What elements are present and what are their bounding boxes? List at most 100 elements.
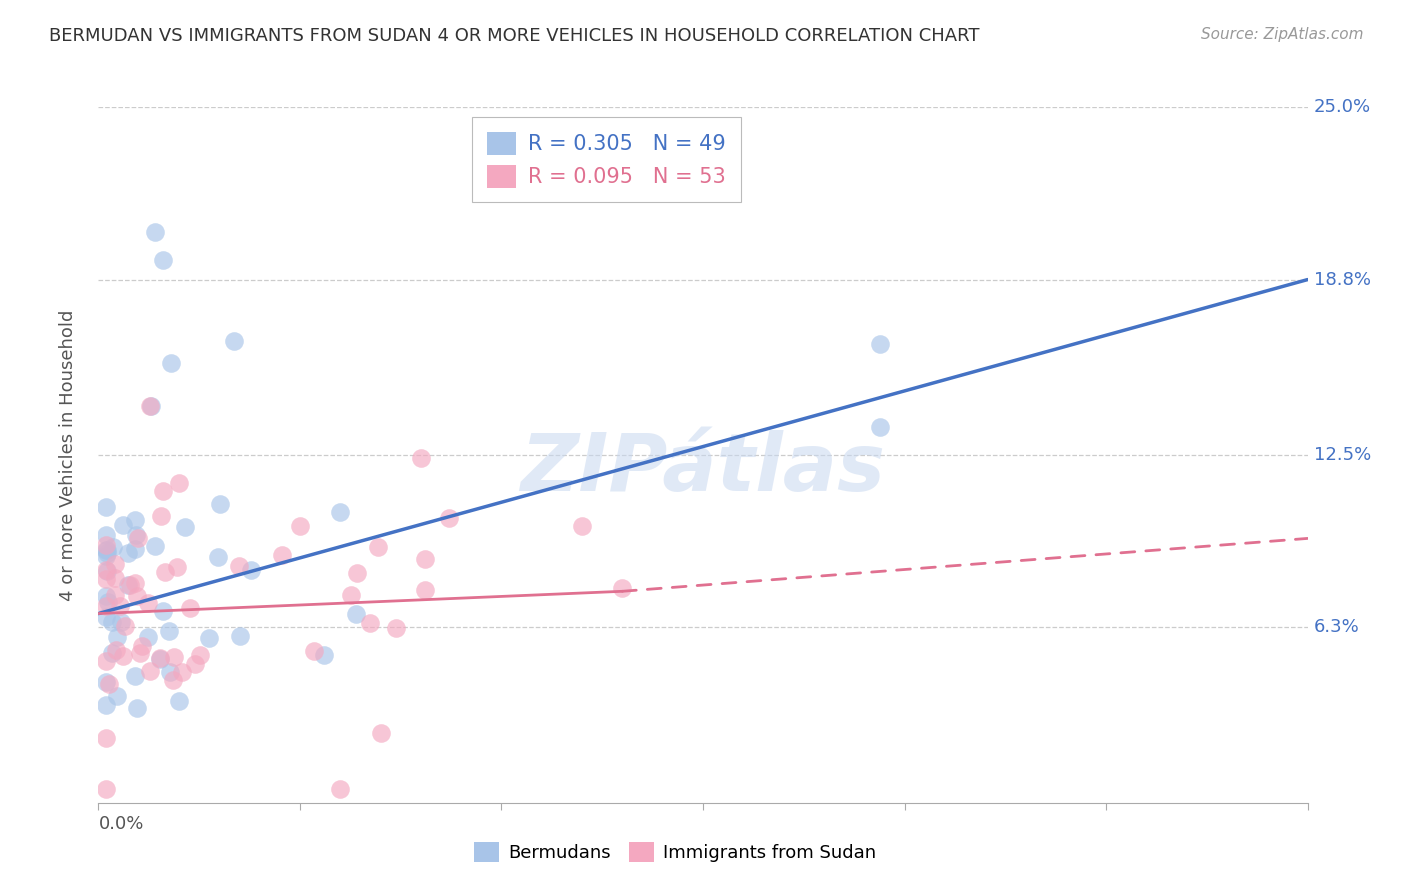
Point (97, 677, 120, 691)
Text: 18.8%: 18.8% (1313, 270, 1371, 289)
Point (173, 520, 195, 534)
Point (340, 588, 363, 602)
Text: BERMUDAN VS IMMIGRANTS FROM SUDAN 4 OR MORE VEHICLES IN HOUSEHOLD CORRELATION CH: BERMUDAN VS IMMIGRANTS FROM SUDAN 4 OR M… (49, 27, 980, 45)
Point (105, 630, 128, 644)
Point (167, 475, 190, 490)
Point (304, 644, 326, 658)
Point (413, 582, 436, 597)
Point (138, 664, 160, 678)
Point (131, 640, 153, 654)
Point (120, 578, 142, 592)
Point (96, 781, 118, 796)
Point (96, 537, 118, 551)
Point (104, 571, 127, 585)
Point (114, 619, 136, 633)
Point (869, 336, 891, 351)
Point (105, 690, 128, 704)
Point (104, 588, 127, 602)
Point (125, 528, 148, 542)
Point (160, 356, 183, 370)
Point (96, 654, 118, 668)
Point (96, 572, 118, 586)
Point (96, 674, 118, 689)
Text: 12.5%: 12.5% (1313, 446, 1371, 464)
Point (184, 657, 207, 671)
Point (314, 648, 336, 663)
Point (329, 505, 352, 519)
Point (127, 532, 149, 546)
Point (271, 548, 294, 562)
Point (207, 549, 229, 564)
Point (329, 781, 352, 796)
Point (367, 540, 389, 554)
Point (188, 648, 211, 663)
Point (346, 566, 368, 581)
Point (288, 518, 311, 533)
Legend: R = 0.305   N = 49, R = 0.095   N = 53: R = 0.305 N = 49, R = 0.095 N = 53 (472, 118, 741, 202)
Point (149, 651, 172, 665)
Point (162, 649, 184, 664)
Point (124, 542, 146, 557)
Legend: Bermudans, Immigrants from Sudan: Bermudans, Immigrants from Sudan (467, 835, 883, 870)
Point (96, 543, 118, 558)
Point (149, 509, 172, 524)
Point (143, 539, 166, 553)
Point (101, 541, 124, 555)
Point (96, 549, 118, 563)
Point (149, 652, 172, 666)
Point (159, 665, 181, 680)
Point (239, 563, 262, 577)
Point (127, 589, 149, 603)
Point (169, 694, 191, 708)
Point (101, 646, 124, 660)
Point (96, 546, 118, 560)
Point (208, 497, 231, 511)
Point (101, 615, 124, 629)
Point (111, 517, 134, 532)
Point (141, 399, 163, 413)
Point (136, 596, 159, 610)
Point (155, 565, 177, 579)
Point (437, 511, 460, 525)
Point (97, 594, 120, 608)
Point (96, 528, 118, 542)
Point (344, 607, 367, 621)
Point (612, 582, 634, 596)
Point (152, 484, 174, 499)
Point (152, 253, 174, 268)
Point (162, 673, 184, 687)
Point (96, 731, 118, 745)
Point (110, 615, 132, 629)
Point (170, 665, 193, 679)
Point (96, 599, 118, 613)
Point (385, 621, 408, 635)
Point (198, 631, 221, 645)
Text: 0.0%: 0.0% (98, 815, 143, 833)
Point (96, 564, 118, 578)
Point (96, 563, 118, 577)
Point (152, 603, 174, 617)
Text: 25.0%: 25.0% (1313, 98, 1371, 116)
Point (124, 575, 146, 590)
Text: ZIPátlas: ZIPátlas (520, 430, 886, 508)
Point (125, 701, 148, 715)
Point (224, 334, 246, 349)
Point (124, 669, 146, 683)
Point (228, 558, 250, 573)
Point (96, 609, 118, 624)
Point (409, 451, 432, 466)
Point (108, 599, 131, 614)
Point (571, 519, 593, 533)
Point (228, 629, 250, 643)
Point (117, 546, 139, 560)
Point (117, 578, 139, 592)
Y-axis label: 4 or more Vehicles in Household: 4 or more Vehicles in Household (59, 310, 77, 600)
Point (413, 552, 436, 566)
Point (157, 624, 180, 639)
Point (360, 615, 382, 630)
Text: Source: ZipAtlas.com: Source: ZipAtlas.com (1201, 27, 1364, 42)
Point (111, 648, 134, 663)
Point (103, 557, 125, 571)
Point (96, 542, 118, 557)
Point (143, 225, 166, 239)
